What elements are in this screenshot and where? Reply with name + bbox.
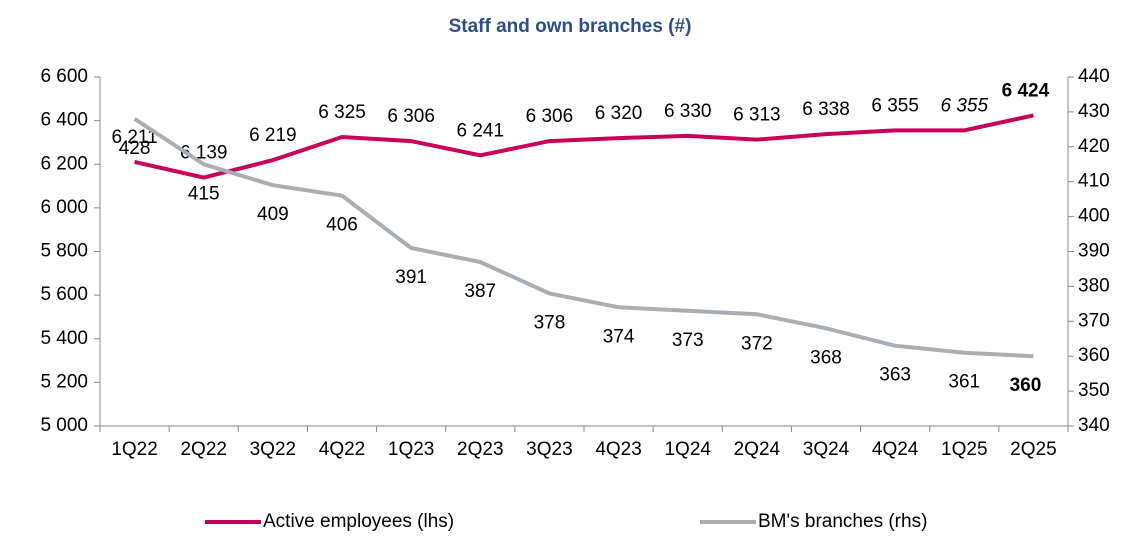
x-tick-label: 1Q23	[388, 439, 434, 460]
y2-tick-label: 380	[1078, 275, 1110, 296]
y2-tick-label: 430	[1078, 101, 1110, 122]
y2-tick-label: 420	[1078, 136, 1110, 157]
y2-tick-label: 370	[1078, 310, 1110, 331]
y-tick-label: 5 000	[40, 415, 88, 436]
y2-tick-label: 360	[1078, 345, 1110, 366]
data-label: 372	[741, 333, 773, 354]
data-label: 6 306	[526, 106, 574, 127]
data-label: 406	[326, 215, 358, 236]
data-label: 360	[1010, 375, 1042, 396]
x-tick-label: 2Q22	[180, 439, 226, 460]
y2-tick-label: 390	[1078, 241, 1110, 262]
chart-title: Staff and own branches (#)	[449, 16, 692, 37]
data-label: 361	[948, 372, 980, 393]
series-line	[134, 113, 1034, 180]
x-tick-label: 2Q23	[457, 439, 503, 460]
data-label: 6 241	[457, 120, 505, 141]
data-label: 378	[534, 312, 566, 333]
x-tick-label: 3Q22	[250, 439, 296, 460]
y-tick-label: 5 800	[40, 241, 88, 262]
data-label: 428	[119, 138, 151, 159]
series-line	[133, 117, 1034, 359]
y-tick-label: 5 200	[40, 371, 88, 392]
x-tick-label: 3Q23	[526, 439, 572, 460]
x-tick-label: 2Q24	[734, 439, 781, 460]
y2-tick-label: 340	[1078, 415, 1110, 436]
x-tick-label: 4Q24	[872, 439, 919, 460]
data-label: 387	[464, 281, 496, 302]
y-tick-label: 5 400	[40, 328, 88, 349]
legend-label: Active employees (lhs)	[263, 511, 454, 532]
data-label: 391	[395, 267, 427, 288]
x-tick-label: 2Q25	[1010, 439, 1056, 460]
y2-tick-label: 400	[1078, 206, 1110, 227]
y-tick-label: 5 600	[40, 284, 88, 305]
x-tick-label: 4Q23	[595, 439, 641, 460]
y2-tick-label: 350	[1078, 380, 1110, 401]
data-label: 6 330	[664, 101, 712, 122]
data-label: 415	[188, 183, 220, 204]
x-tick-label: 4Q22	[319, 439, 365, 460]
data-label: 363	[879, 365, 911, 386]
y2-tick-label: 440	[1078, 66, 1110, 87]
y-tick-label: 6 400	[40, 110, 88, 131]
data-label: 6 338	[802, 99, 850, 120]
data-label: 6 320	[595, 103, 643, 124]
data-label: 374	[603, 326, 635, 347]
y2-tick-label: 410	[1078, 171, 1110, 192]
data-label: 6 219	[249, 125, 297, 146]
data-label: 368	[810, 347, 842, 368]
data-label: 6 424	[1002, 80, 1050, 101]
data-label: 373	[672, 330, 704, 351]
x-tick-label: 1Q22	[111, 439, 157, 460]
y-tick-label: 6 200	[40, 153, 88, 174]
x-tick-label: 1Q24	[664, 439, 711, 460]
data-label: 6 211	[112, 127, 158, 148]
legend-label: BM's branches (rhs)	[758, 511, 927, 532]
data-label: 6 313	[733, 105, 781, 126]
y-tick-label: 6 000	[40, 197, 88, 218]
data-label: 6 306	[387, 106, 435, 127]
data-label: 6 355	[871, 95, 919, 116]
data-label: 409	[257, 204, 289, 225]
data-label: 6 325	[318, 102, 366, 123]
x-tick-label: 1Q25	[941, 439, 987, 460]
y-tick-label: 6 600	[40, 66, 88, 87]
x-tick-label: 3Q24	[803, 439, 850, 460]
data-label: 6 355	[941, 95, 989, 116]
